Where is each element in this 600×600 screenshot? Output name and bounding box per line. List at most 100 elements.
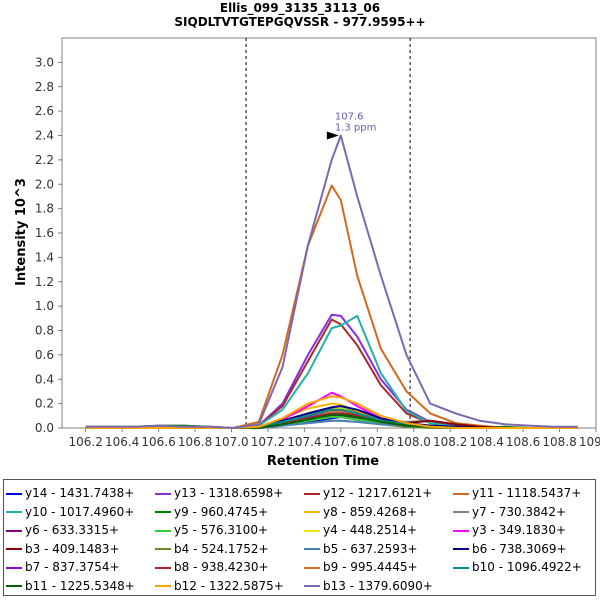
legend-item: y11 - 1118.5437+ [453, 484, 581, 502]
x-tick-label: 107.2 [251, 435, 285, 449]
peak-annotation-rt: 107.6 [335, 112, 364, 123]
legend-item: y7 - 730.3842+ [453, 503, 566, 521]
legend-label: b13 - 1379.6090+ [323, 578, 433, 593]
legend-item: b11 - 1225.5348+ [6, 577, 135, 595]
y-tick-label: 1.2 [35, 275, 54, 289]
y-tick-label: 2.8 [35, 80, 54, 94]
chromatogram-chart: 0.0 0.2 0.4 0.6 0.8 1.0 1.2 1.4 1.6 1.8 2.0 2.2 2.4 2… [14, 37, 600, 469]
y-tick-label: 2.4 [35, 129, 54, 143]
legend-label: b11 - 1225.5348+ [25, 578, 135, 593]
legend-label: y14 - 1431.7438+ [25, 486, 135, 500]
x-tick-label: 108.0 [397, 435, 431, 449]
legend-item: b7 - 837.3754+ [6, 558, 120, 576]
y-tick-label: 0.2 [35, 397, 54, 411]
y-tick-label: 0.6 [35, 348, 54, 362]
legend-swatch [155, 566, 171, 569]
legend-swatch [155, 548, 171, 550]
legend-item: b8 - 938.4230+ [155, 558, 269, 576]
x-axis-label: Retention Time [267, 454, 379, 469]
legend: y14 - 1431.7438+ y13 - 1318.6598+ y12 - 12… [3, 479, 596, 596]
legend-label: b6 - 738.3069+ [472, 541, 567, 556]
legend-swatch [453, 511, 469, 513]
x-tick-label: 107.8 [360, 435, 394, 449]
annotation-layer: 107.61.3 ppm [326, 112, 377, 140]
legend-item: y4 - 448.2514+ [304, 521, 417, 539]
legend-item: b10 - 1096.4922+ [453, 558, 582, 576]
legend-label: y4 - 448.2514+ [323, 523, 418, 537]
series-line [85, 134, 578, 429]
legend-item: y5 - 576.3100+ [155, 521, 268, 539]
chart-subtitle: SIQDLTVTGTEPGQVSSR - 977.9595++ [174, 15, 426, 29]
x-tick-label: 108.8 [542, 435, 576, 449]
legend-label: y6 - 633.3315+ [25, 523, 120, 537]
legend-item: y8 - 859.4268+ [304, 503, 417, 521]
y-tick-label: 1.0 [35, 299, 54, 313]
y-tick-label: 1.6 [35, 226, 54, 240]
y-tick-label: 0.0 [35, 421, 54, 435]
legend-label: b8 - 938.4230+ [174, 560, 269, 574]
plot-area [61, 37, 597, 429]
legend-swatch [155, 511, 171, 513]
chart-title: Ellis_099_3135_3113_06 [219, 1, 381, 15]
legend-item: y14 - 1431.7438+ [6, 484, 134, 502]
legend-item: b9 - 995.4445+ [304, 558, 418, 576]
legend-label: y8 - 859.4268+ [323, 504, 418, 519]
legend-swatch [453, 492, 469, 495]
legend-item: y9 - 960.4745+ [155, 503, 268, 521]
legend-label: y13 - 1318.6598+ [174, 486, 284, 500]
x-tick-label: 108.6 [506, 435, 540, 449]
y-tick-label: 2.6 [35, 104, 54, 118]
x-tick-label: 108.2 [433, 435, 467, 449]
legend-swatch [6, 511, 22, 513]
legend-label: y5 - 576.3100+ [174, 523, 269, 537]
legend-label: b5 - 637.2593+ [323, 541, 418, 556]
peak-annotation-ppm: 1.3 ppm [335, 123, 377, 134]
legend-item: y6 - 633.3315+ [6, 521, 119, 539]
legend-swatch [6, 529, 22, 532]
axes-layer: 0.0 0.2 0.4 0.6 0.8 1.0 1.2 1.4 1.6 1.8 2.0 2.2 2.4 2… [35, 37, 600, 449]
legend-swatch [6, 566, 22, 569]
y-tick-label: 1.8 [35, 202, 54, 216]
legend-swatch [304, 511, 320, 513]
legend-label: y12 - 1217.6121+ [323, 486, 433, 500]
x-tick-label: 106.8 [178, 435, 212, 449]
legend-item: y13 - 1318.6598+ [155, 484, 283, 502]
legend-swatch [304, 529, 320, 532]
x-tick-label: 106.4 [105, 435, 139, 449]
legend-label: b12 - 1322.5875+ [174, 578, 284, 593]
legend-swatch [6, 492, 22, 495]
legend-item: b6 - 738.3069+ [453, 540, 567, 558]
legend-swatch [304, 548, 320, 550]
legend-label: b4 - 524.1752+ [174, 541, 269, 556]
x-tick-label: 107.0 [214, 435, 248, 449]
legend-swatch [155, 585, 171, 587]
x-tick-label: 106.6 [141, 435, 175, 449]
legend-swatch [155, 529, 171, 532]
legend-swatch [6, 548, 22, 550]
x-tick-label: 108.4 [469, 435, 503, 449]
y-tick-label: 0.8 [35, 324, 54, 338]
legend-item: b13 - 1379.6090+ [304, 577, 433, 595]
legend-swatch [453, 548, 469, 550]
legend-swatch [304, 492, 320, 495]
legend-label: y7 - 730.3842+ [472, 504, 567, 519]
y-tick-label: 3.0 [35, 55, 54, 69]
series-line [85, 395, 578, 429]
legend-label: b10 - 1096.4922+ [472, 560, 582, 574]
legend-item: y10 - 1017.4960+ [6, 503, 134, 521]
y-tick-label: 2.0 [35, 177, 54, 191]
legend-item: b12 - 1322.5875+ [155, 577, 284, 595]
legend-swatch [155, 492, 171, 495]
legend-item: b5 - 637.2593+ [304, 540, 418, 558]
legend-swatch [453, 566, 469, 569]
x-tick-label: 107.6 [324, 435, 358, 449]
legend-label: b7 - 837.3754+ [25, 560, 120, 574]
legend-swatch [304, 566, 320, 569]
legend-label: b9 - 995.4445+ [323, 560, 418, 574]
y-tick-label: 2.2 [35, 153, 54, 167]
legend-swatch [453, 529, 469, 532]
legend-label: y11 - 1118.5437+ [472, 486, 582, 500]
legend-swatch [304, 585, 320, 587]
legend-swatch [6, 585, 22, 587]
legend-label: y10 - 1017.4960+ [25, 504, 135, 519]
